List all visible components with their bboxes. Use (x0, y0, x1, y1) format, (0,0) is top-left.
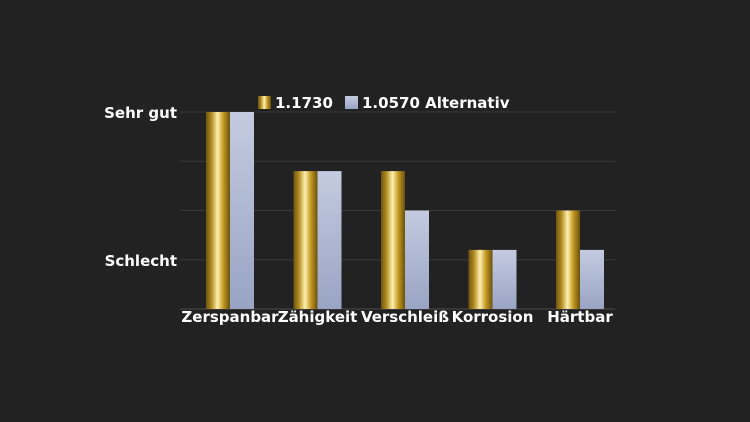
legend-swatch (258, 96, 271, 109)
y-tick-label: Schlecht (105, 252, 177, 270)
bars (206, 112, 604, 309)
y-tick-labels: Sehr gut Schlecht (104, 104, 177, 270)
x-tick-label: Zerspanbar (181, 308, 279, 326)
legend: 1.1730 1.0570 Alternativ (258, 94, 510, 112)
legend-label: 1.0570 Alternativ (362, 94, 510, 112)
bar-series-1-4 (468, 249, 493, 309)
x-tick-label: Zähigkeit (278, 308, 358, 326)
bar-series-2-2 (317, 171, 342, 309)
bar-series-1-1 (206, 112, 230, 309)
legend-swatch (345, 96, 358, 109)
y-tick-label: Sehr gut (104, 104, 177, 122)
bar-series-1-2 (293, 171, 318, 309)
x-tick-label: Korrosion (452, 308, 534, 326)
bar-series-2-5 (580, 249, 604, 309)
bar-series-2-1 (230, 112, 254, 309)
bar-series-1-5 (556, 210, 580, 309)
bar-series-2-4 (492, 249, 517, 309)
bar-series-2-3 (405, 210, 429, 309)
x-tick-labels: Zerspanbar Zähigkeit Verschleiß Korrosion Hä… (181, 308, 613, 326)
x-tick-label: Härtbar (547, 308, 613, 326)
x-tick-label: Verschleiß (361, 308, 449, 326)
legend-label: 1.1730 (275, 94, 333, 112)
bar-series-1-3 (381, 171, 405, 309)
